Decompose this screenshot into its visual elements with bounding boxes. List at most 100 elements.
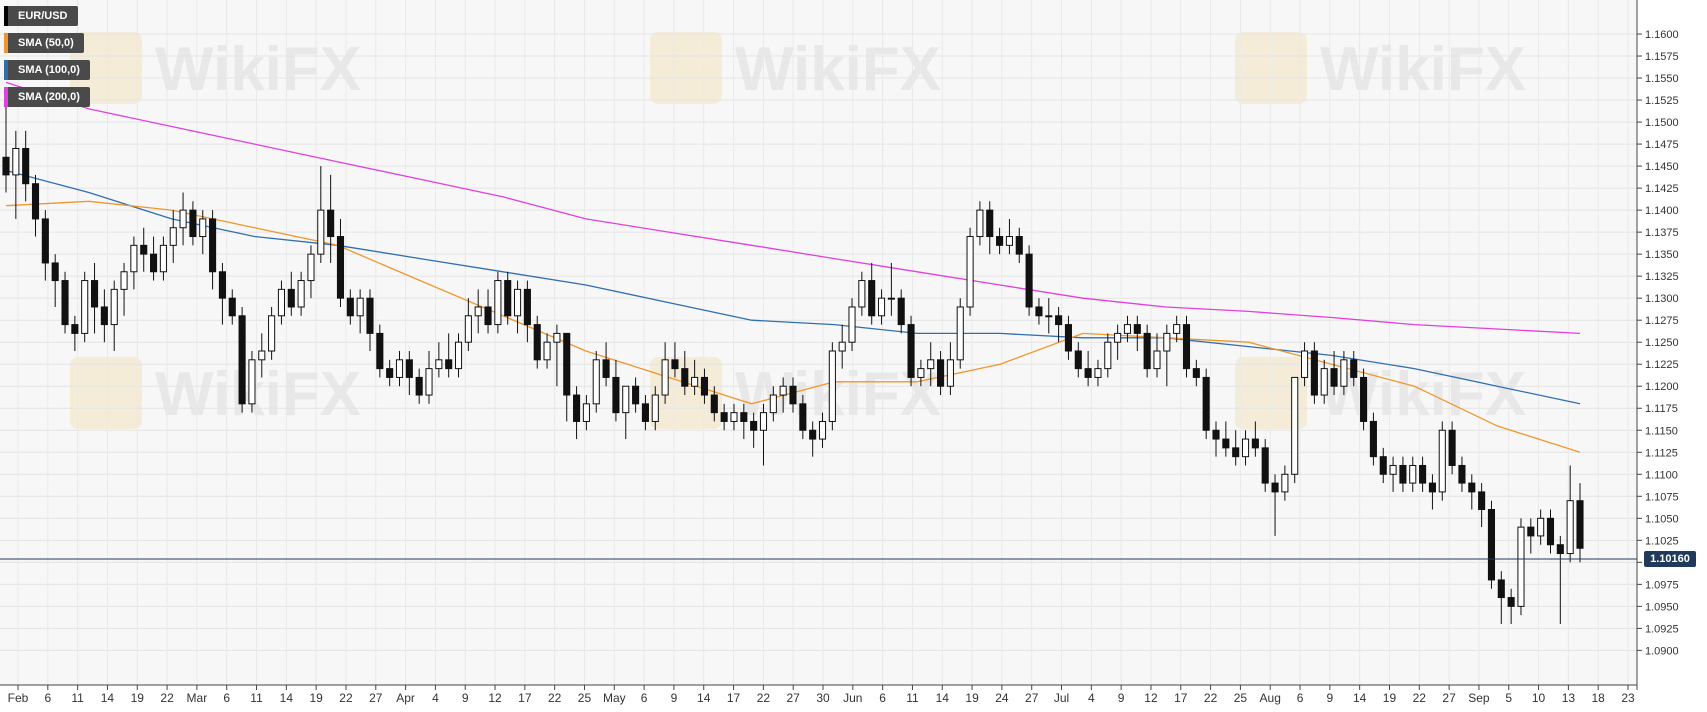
candle-body-up <box>828 350 836 422</box>
x-tick-label: 14 <box>101 691 115 705</box>
candle-body-up <box>12 147 20 176</box>
candle <box>1438 421 1446 501</box>
candle-body-down <box>287 288 295 308</box>
watermark-text: WikiFX <box>735 35 941 104</box>
candle <box>1458 456 1466 492</box>
candle <box>789 377 797 413</box>
candle <box>986 201 994 255</box>
x-tick-label: 22 <box>757 691 771 705</box>
candle <box>976 201 984 246</box>
legend-item-eurusd[interactable]: EUR/USD <box>4 6 78 26</box>
candle <box>553 324 561 387</box>
candle <box>1291 376 1299 484</box>
candle <box>327 174 335 263</box>
candle <box>366 289 374 352</box>
legend-item-sma-200[interactable]: SMA (200,0) <box>4 87 90 107</box>
candle <box>818 412 827 448</box>
candle-body-up <box>976 209 984 238</box>
candle <box>31 174 40 237</box>
candle-body-down <box>1576 500 1584 549</box>
candle-body-up <box>779 385 787 396</box>
candle <box>759 403 768 466</box>
candle-body-up <box>317 209 325 255</box>
candle <box>1281 465 1289 501</box>
candle <box>1202 368 1210 440</box>
candle <box>1261 439 1269 492</box>
candle-body-down <box>327 209 335 238</box>
candle-body-up <box>297 280 305 308</box>
candle-body-down <box>937 359 945 387</box>
candle-body-down <box>189 209 197 238</box>
candle-body-down <box>1546 517 1555 546</box>
candle <box>435 342 443 378</box>
candle-body-down <box>336 236 345 299</box>
candle-body-down <box>140 244 148 255</box>
candle <box>1222 421 1230 457</box>
candle <box>612 359 620 422</box>
candle <box>1350 351 1358 387</box>
candle <box>1123 315 1132 343</box>
candle-body-up <box>1320 368 1328 396</box>
candle <box>1360 368 1368 431</box>
y-tick-label: 1.1325 <box>1645 271 1679 283</box>
candle-body-up <box>1045 315 1053 318</box>
candle-body-down <box>533 324 541 361</box>
candle <box>395 351 404 387</box>
candle <box>533 315 541 369</box>
x-tick-label: 6 <box>1297 691 1304 705</box>
candle-body-up <box>553 332 561 343</box>
candle <box>297 271 305 316</box>
candle-body-down <box>1360 376 1368 422</box>
x-tick-label: 19 <box>131 691 145 705</box>
candle-body-up <box>1537 517 1545 537</box>
candle <box>1419 456 1427 492</box>
y-tick-label: 1.1025 <box>1645 535 1679 547</box>
x-tick-label: 30 <box>816 691 830 705</box>
x-tick-label: 5 <box>1505 691 1512 705</box>
candle-body-down <box>789 385 797 405</box>
legend-swatch-sma-100 <box>4 60 8 80</box>
candle-body-up <box>199 218 207 238</box>
candle <box>140 227 148 272</box>
candle-body-up <box>1241 438 1250 458</box>
candle <box>1546 509 1555 554</box>
candle-body-down <box>228 297 236 317</box>
candle <box>868 262 876 325</box>
candle <box>405 351 413 396</box>
legend-item-sma-100[interactable]: SMA (100,0) <box>4 60 90 80</box>
candle-body-down <box>573 394 581 422</box>
candle <box>1537 509 1545 545</box>
candle-body-up <box>848 306 856 343</box>
candle <box>248 351 256 413</box>
legend-swatch-sma-50 <box>4 33 8 53</box>
x-tick-label: 14 <box>280 691 294 705</box>
watermark-text: WikiFX <box>735 360 941 429</box>
y-tick-label: 1.1475 <box>1645 139 1679 151</box>
candle <box>1153 333 1161 378</box>
x-tick-label: 11 <box>906 691 919 705</box>
candle-body-up <box>1094 368 1102 378</box>
candle <box>750 412 758 448</box>
candle-body-up <box>1566 500 1574 555</box>
candle-body-up <box>130 244 138 273</box>
candle-body-down <box>632 385 640 405</box>
legend-item-sma-50[interactable]: SMA (50,0) <box>4 33 84 53</box>
candle <box>356 289 364 334</box>
candle <box>22 130 30 202</box>
legend-swatch-sma-200 <box>4 87 8 107</box>
candle-body-down <box>1261 447 1269 484</box>
candle <box>1212 421 1220 457</box>
candle <box>238 306 246 413</box>
y-tick-label: 1.1550 <box>1645 73 1679 85</box>
y-tick-label: 1.1350 <box>1645 249 1679 261</box>
y-tick-label: 1.1500 <box>1645 117 1679 129</box>
y-tick-label: 1.1525 <box>1645 95 1679 107</box>
candle <box>641 395 649 431</box>
x-tick-label: 22 <box>1204 691 1218 705</box>
candle <box>838 324 846 369</box>
candle-body-down <box>1064 324 1072 352</box>
candle-body-down <box>22 147 30 185</box>
candle <box>1045 298 1053 334</box>
x-tick-label: 22 <box>548 691 562 705</box>
